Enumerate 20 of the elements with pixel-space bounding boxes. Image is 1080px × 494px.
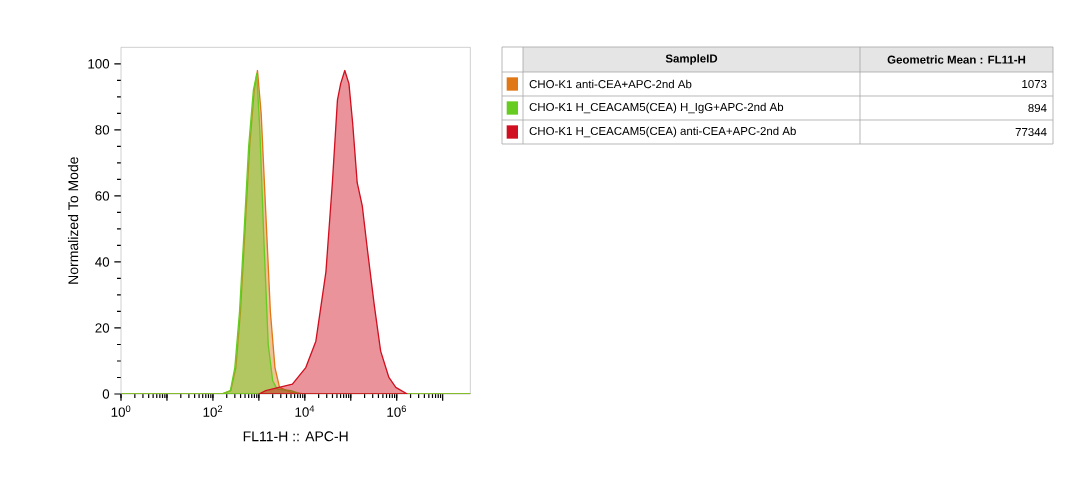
- text: 894: [1028, 103, 1047, 113]
- text: 77344: [1015, 127, 1047, 137]
- x-tick-label: 10$^{0}$: [111, 405, 131, 417]
- legend-label: CHO-K1 anti-CEA+APC-2nd Ab: [529, 79, 692, 89]
- x-axis-title: FL11-H :: APC-H: [243, 431, 348, 442]
- text: 1073: [1022, 79, 1047, 89]
- x-tick-label: 10$^{2}$: [203, 405, 223, 417]
- y-tick-label: 60: [95, 191, 110, 201]
- legend-label: CHO-K1 H_CEACAM5(CEA) H_IgG+APC-2nd Ab: [529, 102, 784, 114]
- y-tick-label: 100: [88, 59, 110, 69]
- text: SampleID: [665, 54, 718, 65]
- y-tick-label: 80: [95, 125, 110, 135]
- x-tick-label: 10$^{4}$: [295, 405, 315, 417]
- text: Geometric Mean : FL11-H: [887, 55, 1026, 64]
- x-tick-label: 10$^{6}$: [387, 405, 406, 417]
- y-tick-label: 0: [102, 389, 110, 399]
- y-axis-title: Normalized To Mode: [67, 157, 79, 284]
- y-tick-label: 20: [95, 323, 110, 333]
- legend-label: CHO-K1 H_CEACAM5(CEA) anti-CEA+APC-2nd Ab: [529, 126, 796, 138]
- y-tick-label: 40: [95, 257, 110, 267]
